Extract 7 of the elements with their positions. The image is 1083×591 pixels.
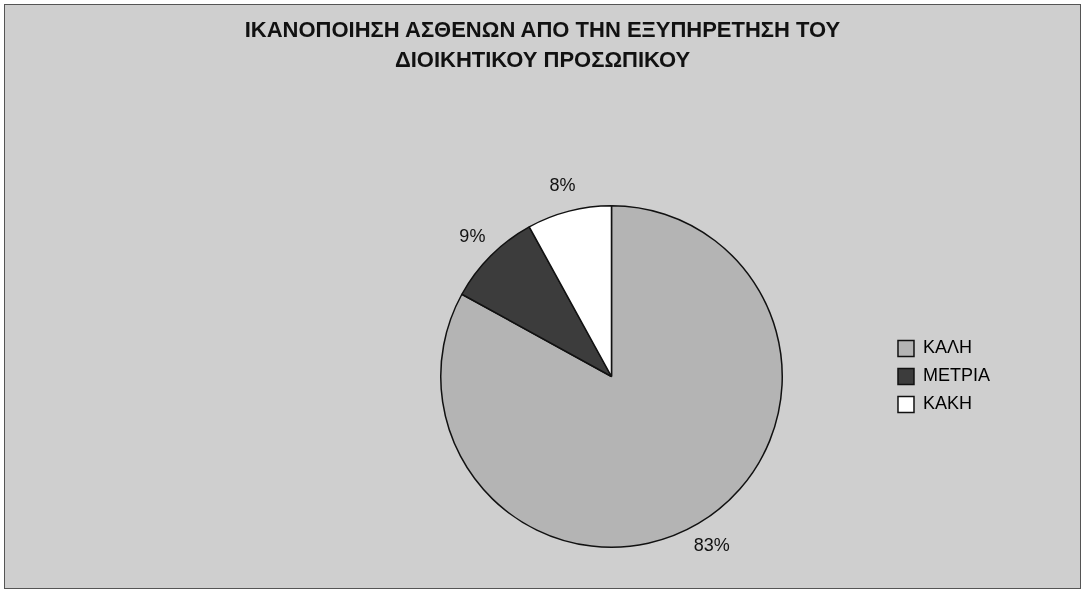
legend-label: ΜΕΤΡΙΑ: [922, 365, 991, 386]
data-label: 83%: [693, 534, 730, 555]
data-label: 9%: [459, 226, 486, 247]
legend-label: ΚΑΚΗ: [922, 393, 973, 414]
chart-title: ΙΚΑΝΟΠΟΙΗΣΗ ΑΣΘΕΝΩΝ ΑΠΟ ΤΗΝ ΕΞΥΠΗΡΕΤΗΣΗ ΤΟΥ ΔΙΟΙΚΗΤΙΚΟΥ ΠΡΟΣΩΠΙΚΟΥ: [243, 16, 842, 74]
data-label: 8%: [549, 174, 576, 195]
legend-label: ΚΑΛΗ: [922, 337, 973, 358]
